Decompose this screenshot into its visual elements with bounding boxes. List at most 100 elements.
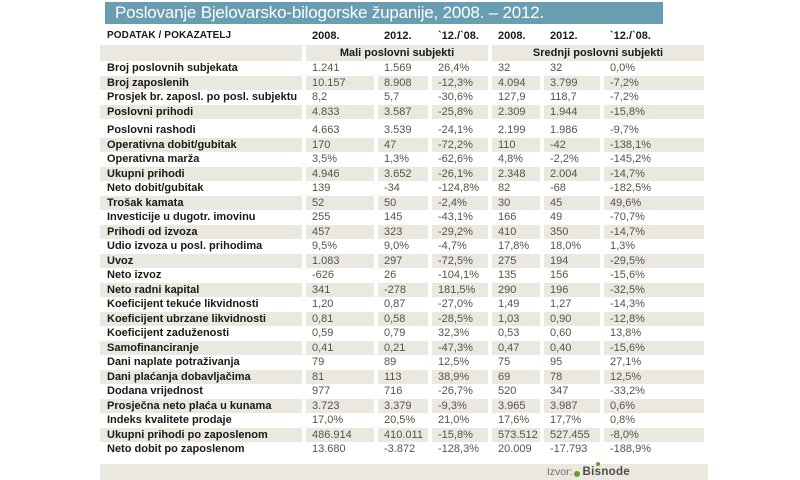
- cell-value: -145,2%: [610, 153, 651, 165]
- cell-value: 3.587: [378, 104, 428, 119]
- table-row: Koeficijent tekuće likvidnosti 1,20 0,87…: [100, 297, 708, 312]
- cell-value: 78: [544, 369, 600, 384]
- cell-value: -68: [550, 182, 566, 194]
- cell-value: 12,5%: [438, 356, 470, 368]
- row-label: Poslovni prihodi: [100, 104, 302, 119]
- row-label: Koeficijent ubrzane likvidnosti: [100, 311, 302, 326]
- row-label: Operativna dobit/gubitak: [100, 137, 302, 152]
- cell-value: 2.199: [498, 124, 526, 136]
- cell-value: 0,8%: [610, 414, 636, 426]
- cell-value: 17,6%: [498, 414, 530, 426]
- cell-value: 2.309: [492, 104, 540, 119]
- cell-value: 32,3%: [438, 327, 470, 339]
- table-row: Poslovni rashodi 4.663 3.539 -24,1% 2.19…: [100, 123, 708, 138]
- cell-value: 110: [492, 137, 540, 152]
- column-header-year: 2012.: [384, 30, 412, 42]
- table-row: Indeks kvalitete prodaje 17,0% 20,5% 21,…: [100, 413, 708, 428]
- column-header-year: 2008.: [498, 30, 526, 42]
- cell-value: -29,5%: [604, 253, 704, 268]
- cell-value: 1,03: [492, 311, 540, 326]
- table-row: Ukupni prihodi po zaposlenom 486.914 410…: [100, 427, 708, 442]
- row-label: Operativna marža: [107, 153, 200, 165]
- group-header-row: Mali poslovni subjekti Srednji poslovni …: [100, 45, 708, 61]
- row-label: Udio izvoza u posl. prihodima: [107, 240, 263, 252]
- group-header-spacer: [100, 45, 302, 61]
- cell-value: -34: [384, 182, 400, 194]
- cell-value: 0,90: [544, 311, 600, 326]
- row-label: Prihodi od izvoza: [100, 224, 302, 239]
- cell-value: -188,9%: [610, 443, 651, 455]
- row-label: Neto dobit po zaposlenom: [107, 443, 245, 455]
- cell-value: -278: [378, 282, 428, 297]
- column-header-change: `12./`08.: [610, 30, 651, 42]
- cell-value: 0,21: [378, 340, 428, 355]
- cell-value: 32: [498, 62, 511, 74]
- cell-value: 3.987: [544, 398, 600, 413]
- table-row: Uvoz 1.083 297 -72,5% 275 194 -29,5%: [100, 253, 708, 268]
- cell-value: -626: [312, 269, 335, 281]
- cell-value: 0,79: [384, 327, 406, 339]
- cell-value: 89: [384, 356, 397, 368]
- table-row: Trošak kamata 52 50 -2,4% 30 45 49,6%: [100, 195, 708, 210]
- cell-value: 3.723: [306, 398, 374, 413]
- cell-value: 13.680: [312, 443, 346, 455]
- cell-value: -3.872: [384, 443, 416, 455]
- table-row: Broj poslovnih subjekata 1.241 1.569 26,…: [100, 61, 708, 76]
- column-header-year: 2008.: [312, 30, 340, 42]
- cell-value: -12,8%: [604, 311, 704, 326]
- table-page: Poslovanje Bjelovarsko-bilogorske župani…: [100, 2, 708, 480]
- cell-value: 1,3%: [610, 240, 636, 252]
- row-label: Broj poslovnih subjekata: [107, 62, 238, 74]
- cell-value: 457: [306, 224, 374, 239]
- cell-value: 410.011: [378, 427, 428, 442]
- cell-value: 290: [492, 282, 540, 297]
- cell-value: 0,81: [306, 311, 374, 326]
- cell-value: 118,7: [550, 91, 577, 103]
- cell-value: 194: [544, 253, 600, 268]
- cell-value: 3.379: [378, 398, 428, 413]
- cell-value: 13,8%: [610, 327, 642, 339]
- cell-value: 127,9: [498, 91, 526, 103]
- cell-value: -9,7%: [610, 124, 639, 136]
- cell-value: 4,8%: [498, 153, 524, 165]
- table-row: Neto dobit/gubitak 139 -34 -124,8% 82 -6…: [100, 181, 708, 196]
- cell-value: -29,2%: [432, 224, 488, 239]
- cell-value: 145: [384, 211, 403, 223]
- cell-value: -42: [544, 137, 600, 152]
- cell-value: 156: [550, 269, 569, 281]
- cell-value: 520: [498, 385, 517, 397]
- table-row: Koeficijent ubrzane likvidnosti 0,81 0,5…: [100, 311, 708, 326]
- table-row: Prosjek br. zaposl. po posl. subjektu 8,…: [100, 90, 708, 105]
- cell-value: 10.157: [306, 75, 374, 90]
- cell-value: 47: [378, 137, 428, 152]
- cell-value: -26,7%: [438, 385, 473, 397]
- cell-value: -9,3%: [432, 398, 488, 413]
- cell-value: 17,7%: [550, 414, 582, 426]
- cell-value: 341: [306, 282, 374, 297]
- row-label: Neto dobit/gubitak: [107, 182, 204, 194]
- row-label: Neto radni kapital: [100, 282, 302, 297]
- cell-value: 3.539: [384, 124, 412, 136]
- cell-value: 17,8%: [498, 240, 530, 252]
- row-label: Ukupni prihodi: [100, 166, 302, 181]
- row-label: Neto izvoz: [107, 269, 162, 281]
- cell-value: 8,2: [312, 91, 328, 103]
- cell-value: 527.455: [544, 427, 600, 442]
- bisnode-logo: Bisnode: [573, 461, 630, 478]
- cell-value: 0,47: [492, 340, 540, 355]
- cell-value: 0,60: [550, 327, 572, 339]
- cell-value: -14,7%: [604, 224, 704, 239]
- source-name: Bisnode: [582, 465, 630, 478]
- cell-value: 3.965: [492, 398, 540, 413]
- cell-value: 20,5%: [384, 414, 416, 426]
- cell-value: 12,5%: [604, 369, 704, 384]
- cell-value: 3.652: [378, 166, 428, 181]
- cell-value: 1,27: [550, 298, 572, 310]
- cell-value: -4,7%: [438, 240, 467, 252]
- cell-value: 323: [378, 224, 428, 239]
- cell-value: 0,87: [384, 298, 406, 310]
- table-row: Operativna dobit/gubitak 170 47 -72,2% 1…: [100, 137, 708, 152]
- cell-value: 49,6%: [604, 195, 704, 210]
- table-row: Koeficijent zaduženosti 0,59 0,79 32,3% …: [100, 326, 708, 341]
